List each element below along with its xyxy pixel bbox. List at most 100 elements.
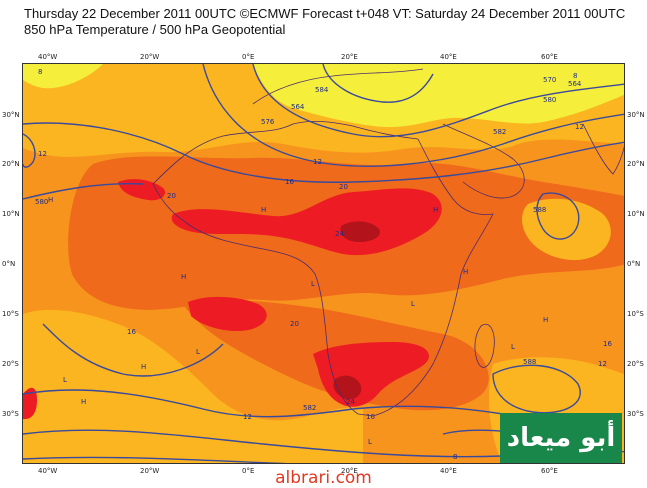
temperature-label: 20 [339,183,348,191]
contour-label: 564 [291,103,305,111]
contour-south-3 [23,456,287,463]
pressure-center: L [368,438,372,446]
credit-watermark: albrari.com [275,468,372,488]
lat-label-0: 0°N [2,260,16,268]
lat-label-20n-right: 20°N [627,160,645,168]
forecast-map: 564 576 584 582 580 588 570 564 580 582 … [22,63,625,464]
contour-label: 570 [543,76,556,84]
temperature-label: 16 [603,340,612,348]
contour-se-loop [492,364,581,414]
temperature-label: 20 [167,192,176,200]
coastline-europe [252,68,424,105]
pressure-center: H [181,273,186,281]
temperature-label: 16 [285,178,294,186]
lon-label-60e-bottom: 60°E [541,467,558,475]
lon-label-40e-bottom: 40°E [440,467,457,475]
pressure-center: H [48,196,53,204]
contour-label: 576 [261,118,275,126]
lat-label-20n: 20°N [2,160,20,168]
contour-south-2 [23,429,504,458]
hot-zone-atlantic [188,296,267,332]
contour-south-1 [23,389,504,418]
temperature-label: 24 [335,230,344,238]
lat-label-10n-right: 10°N [627,210,645,218]
temperature-label: 16 [127,328,136,336]
lon-label-40w: 40°W [38,53,58,61]
contour-label: 564 [568,80,582,88]
contour-mid-1 [23,182,144,200]
temperature-label: 12 [313,158,322,166]
temperature-value-labels: 8 8 12 12 16 20 20 24 12 16 20 16 12 24 … [38,68,612,461]
hot-zone-west-edge [23,387,37,420]
contour-label: 588 [533,206,546,214]
contour-label: 582 [303,404,316,412]
contour-label: 584 [315,86,329,94]
lon-label-20w-bottom: 20°W [140,467,160,475]
lat-label-10n: 10°N [2,210,20,218]
pressure-center: H [463,268,468,276]
contour-value-labels: 564 576 584 582 580 588 570 564 580 582 … [35,76,582,412]
temperature-band-yellow-nw [23,64,103,89]
temperature-label: 8 [453,453,457,461]
temperature-label: 12 [243,413,252,421]
coastline-madagascar [474,323,495,368]
lon-label-40w-bottom: 40°W [38,467,58,475]
lat-label-30s-right: 30°S [627,410,644,418]
contour-north-3 [322,64,434,103]
coastlines [152,68,624,417]
lon-label-60e: 60°E [541,53,558,61]
lon-label-40e: 40°E [440,53,457,61]
pressure-center: L [411,300,415,308]
contour-east-loop [536,192,580,240]
contour-label: 580 [543,96,556,104]
contour-label: 588 [523,358,536,366]
contour-label: 582 [493,128,506,136]
pressure-center: L [63,376,67,384]
lon-label-0e-bottom: 0°E [242,467,255,475]
contour-north-4 [23,122,624,183]
lon-label-20e: 20°E [341,53,358,61]
lon-label-20e-bottom: 20°E [341,467,358,475]
forecast-title: Thursday 22 December 2011 00UTC ©ECMWF F… [24,6,626,21]
lon-label-0e: 0°E [242,53,255,61]
coastline-africa-east [357,138,494,417]
pressure-center: H [433,206,438,214]
contour-west-loop [23,133,36,168]
lat-label-30n: 30°N [2,111,20,119]
site-logo: أبو ميعاد [500,413,622,463]
temperature-label: 12 [38,150,47,158]
hot-zone-sahel-core [340,221,380,242]
temperature-band-light-south [23,309,363,463]
lon-label-20w: 20°W [140,53,160,61]
lat-label-30s: 30°S [2,410,19,418]
coastline-africa-west [152,183,359,415]
pressure-center: H [81,398,86,406]
pressure-center-labels: H H H H L L H H L L H L H L [48,196,548,446]
pressure-center: H [543,316,548,324]
map-subtitle: 850 hPa Temperature / 500 hPa Geopotenti… [24,22,286,37]
lat-label-10s: 10°S [2,310,19,318]
contour-north-1 [252,64,624,138]
lat-label-30n-right: 30°N [627,111,645,119]
temperature-label: 12 [575,123,584,131]
pressure-center: H [141,363,146,371]
lat-label-20s-right: 20°S [627,360,644,368]
pressure-center: L [511,343,515,351]
lat-label-0-right: 0°N [627,260,641,268]
contour-label: 580 [35,198,48,206]
coastline-arabia [442,123,525,199]
temperature-band-light-e [521,198,611,261]
lat-label-10s-right: 10°S [627,310,644,318]
pressure-center: L [311,280,315,288]
coastline-africa-north [152,120,419,185]
temperature-label: 8 [573,72,577,80]
temperature-label: 20 [290,320,299,328]
coastline-india [582,123,624,175]
temperature-band-yellow-north [253,64,624,128]
pressure-center: H [261,206,266,214]
temperature-label: 16 [366,413,375,421]
contour-north-2 [202,64,624,167]
temperature-label: 24 [346,398,355,406]
temperature-label: 12 [598,360,607,368]
contour-sw-trough [42,323,224,377]
